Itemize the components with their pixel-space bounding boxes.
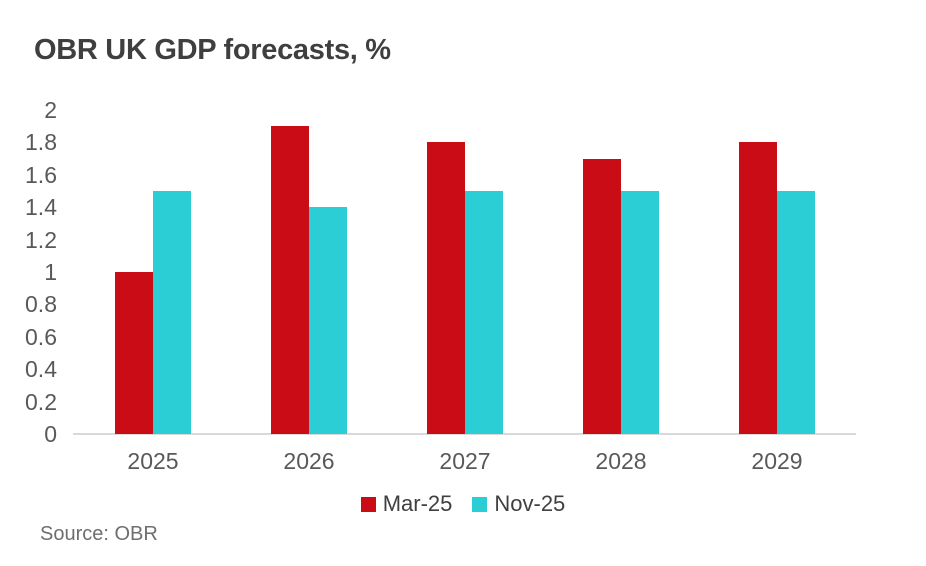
legend-label: Nov-25: [494, 491, 566, 516]
y-axis: 2 1.8 1.6 1.4 1.2 1 0.8 0.6 0.4 0.2 0: [0, 0, 57, 566]
bar-mar-25-2025: [115, 272, 153, 434]
y-axis-tick-label: 1.8: [25, 129, 57, 156]
bar-mar-25-2028: [583, 159, 621, 434]
bar-group-2027: [387, 110, 543, 434]
y-axis-tick-label: 2: [44, 97, 57, 123]
bar-nov-25-2029: [777, 191, 815, 434]
legend-item-mar-25: Mar-25: [360, 491, 453, 517]
source-note: Source: OBR: [40, 523, 158, 545]
bar-group-2028: [543, 110, 699, 434]
y-axis-tick-label: 0.2: [25, 388, 57, 415]
bar-mar-25-2027: [427, 142, 465, 434]
plot-area: [75, 110, 855, 434]
x-axis-line: [73, 433, 856, 435]
x-axis-label-2027: 2027: [439, 448, 491, 474]
legend-item-nov-25: Nov-25: [472, 491, 565, 517]
legend-swatch-mar-25: [360, 496, 376, 512]
x-axis-label-2025: 2025: [127, 448, 179, 474]
bar-nov-25-2028: [621, 191, 659, 434]
legend-swatch-nov-25: [472, 496, 488, 512]
y-axis-tick-label: 1.4: [25, 194, 57, 221]
bar-group-2025: [75, 110, 231, 434]
y-axis-tick-label: 1.2: [25, 226, 57, 253]
x-axis-label-2026: 2026: [283, 448, 335, 474]
y-axis-tick-label: 0.4: [25, 356, 57, 383]
bar-group-2026: [231, 110, 387, 434]
y-axis-tick-label: 1: [44, 259, 57, 285]
bar-nov-25-2026: [309, 207, 347, 434]
y-axis-tick-label: 0: [44, 421, 57, 447]
legend: Mar-25 Nov-25: [0, 491, 926, 517]
x-axis-label-2028: 2028: [595, 448, 647, 474]
bar-nov-25-2027: [465, 191, 503, 434]
legend-label: Mar-25: [382, 491, 453, 516]
x-axis-labels: 2025 2026 2027 2028 2029: [75, 448, 855, 475]
y-axis-tick-label: 0.6: [25, 323, 57, 350]
chart-title: OBR UK GDP forecasts, %: [34, 34, 391, 66]
bar-group-2029: [699, 110, 855, 434]
y-axis-tick-label: 0.8: [25, 291, 57, 318]
bar-mar-25-2026: [271, 126, 309, 434]
bar-mar-25-2029: [739, 142, 777, 434]
bar-nov-25-2025: [153, 191, 191, 434]
x-axis-label-2029: 2029: [751, 448, 803, 474]
y-axis-tick-label: 1.6: [25, 161, 57, 188]
